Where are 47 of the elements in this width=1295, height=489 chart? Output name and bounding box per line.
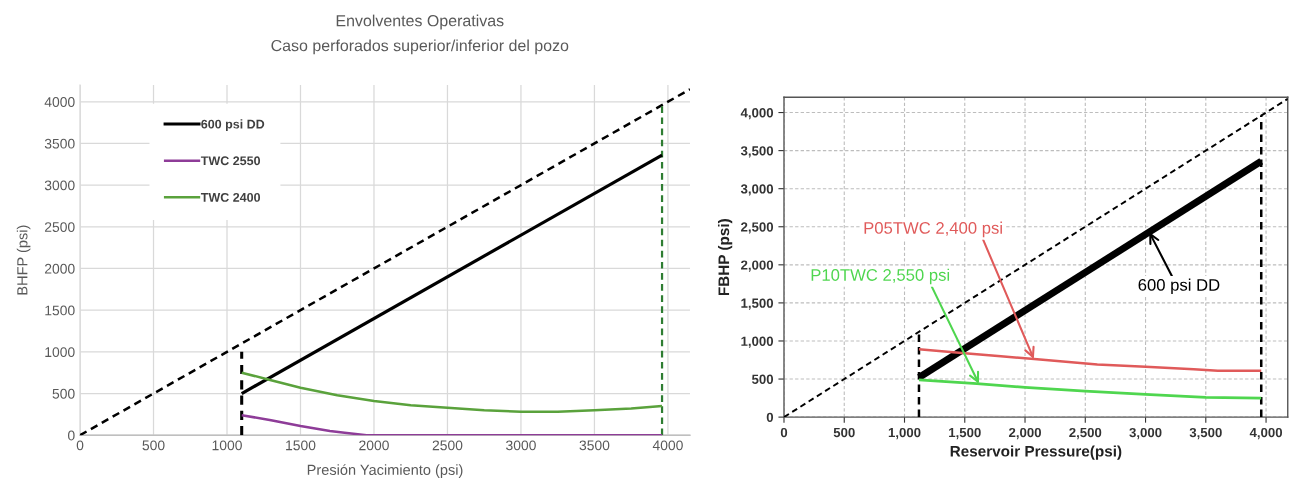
y-tick-label: 0 [766, 412, 774, 423]
chart-subtitle: Caso perforados superior/inferior del pozo [271, 39, 569, 55]
x-tick-label: 0 [780, 427, 788, 438]
y-tick-label: 1,500 [741, 298, 774, 310]
x-tick-label: 3,500 [1189, 427, 1222, 440]
y-tick-label: 500 [52, 388, 75, 399]
legend-label: TWC 2400 [200, 192, 261, 202]
y-tick-label: 2,500 [741, 222, 774, 234]
y-tick-label: 2000 [44, 263, 75, 274]
x-tick-label: 2,500 [1069, 427, 1102, 440]
x-tick-label: 500 [833, 427, 855, 438]
y-tick-label: 4000 [44, 97, 75, 107]
y-tick-label: 1500 [45, 305, 75, 316]
x-tick-label: 3000 [506, 440, 536, 451]
y-tick-label: 3500 [44, 138, 75, 149]
text: P10TWC 2,550 psi [811, 268, 950, 285]
x-tick-label: 2000 [359, 440, 389, 451]
y-tick-label: 1000 [45, 347, 75, 358]
y-tick-label: 500 [751, 374, 774, 384]
chart-title: Envolventes Operativas [336, 14, 504, 30]
y-tick-label: 3,500 [740, 146, 774, 158]
y-axis-title: BHFP (psi) [16, 225, 31, 295]
y-tick-label: 4,000 [740, 108, 774, 120]
x-axis-title: Presión Yacimiento (psi) [307, 464, 463, 478]
x-tick-label: 2,000 [1008, 427, 1041, 440]
x-tick-label: 3500 [579, 440, 610, 451]
y-tick-label: 2,000 [741, 260, 774, 272]
y-tick-label: 1,000 [741, 336, 774, 348]
x-tick-label: 3,000 [1129, 427, 1162, 440]
text: 600 psi DD [1138, 278, 1220, 295]
legend-label: 600 psi DD [201, 119, 265, 131]
x-tick-label: 1000 [212, 440, 242, 451]
x-tick-label: 4000 [652, 440, 683, 451]
x-tick-label: 500 [142, 440, 165, 451]
x-tick-label: 0 [76, 440, 84, 451]
y-tick-label: 3,000 [740, 184, 774, 196]
x-tick-label: 4,000 [1249, 427, 1283, 440]
x-tick-label: 1500 [286, 440, 316, 451]
y-tick-label: 2500 [44, 222, 75, 232]
text: P05TWC 2,400 psi [864, 221, 1002, 238]
legend-label: TWC 2550 [200, 156, 261, 166]
x-tick-label: 1,500 [949, 427, 981, 440]
y-axis-title: FBHP (psi) [717, 219, 733, 296]
x-tick-label: 1,000 [888, 427, 921, 440]
y-tick-label: 3000 [44, 180, 75, 191]
x-axis-title: Reservoir Pressure(psi) [950, 445, 1122, 460]
x-tick-label: 2500 [432, 440, 463, 451]
